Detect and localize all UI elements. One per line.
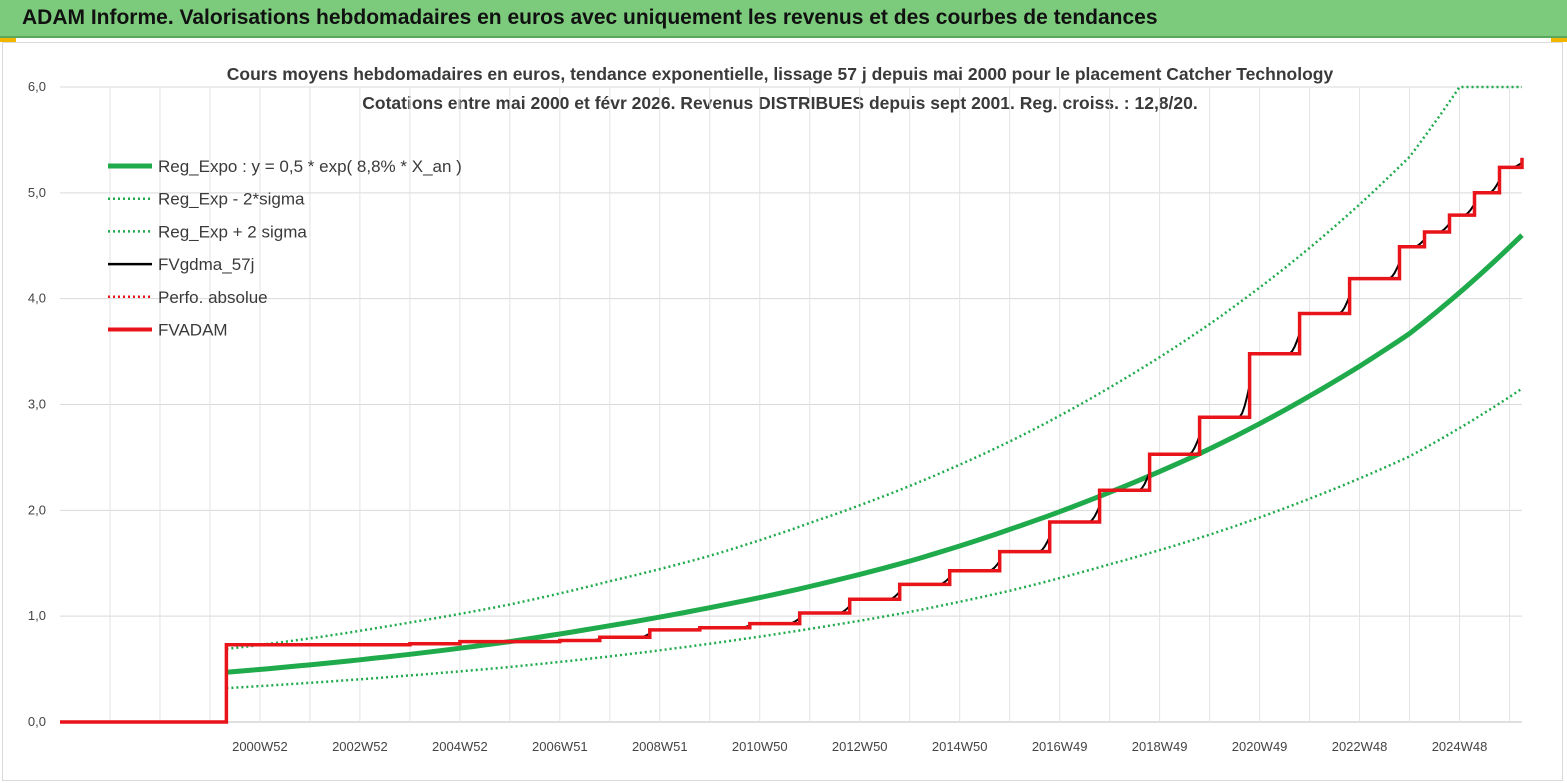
y-tick-label: 5,0 xyxy=(28,185,46,200)
x-tick-label: 2024W48 xyxy=(1432,739,1488,754)
y-tick-label: 2,0 xyxy=(28,502,46,517)
x-tick-label: 2008W51 xyxy=(632,739,688,754)
y-tick-label: 0,0 xyxy=(28,714,46,729)
legend-label: Reg_Exp - 2*sigma xyxy=(158,190,305,209)
x-tick-label: 2010W50 xyxy=(732,739,788,754)
y-tick-label: 3,0 xyxy=(28,397,46,412)
chart-area xyxy=(2,42,1563,781)
series-reg-plus-2sigma xyxy=(226,85,1522,651)
legend-label: Reg_Exp + 2 sigma xyxy=(158,222,307,241)
corner-marker-right xyxy=(1551,38,1567,42)
chart-title: Cours moyens hebdomadaires en euros, ten… xyxy=(226,64,1334,84)
axes: 0,0 1,0 2,0 3,0 4,0 5,0 6,0 2000W52 2002W52 2004W… xyxy=(28,79,1487,754)
y-tick-label: 4,0 xyxy=(28,291,46,306)
series-fvadam xyxy=(60,157,1524,724)
y-tick-label: 1,0 xyxy=(28,608,46,623)
legend-label: FVADAM xyxy=(158,321,228,340)
x-tick-label: 2012W50 xyxy=(832,739,888,754)
x-tick-label: 2002W52 xyxy=(332,739,388,754)
x-tick-label: 2006W51 xyxy=(532,739,588,754)
header-banner: ADAM Informe. Valorisations hebdomadaire… xyxy=(0,0,1567,38)
x-tick-label: 2014W50 xyxy=(932,739,988,754)
corner-marker-left xyxy=(0,38,16,42)
x-tick-label: 2000W52 xyxy=(232,739,288,754)
legend-label: Perfo. absolue xyxy=(158,288,268,307)
x-tick-label: 2022W48 xyxy=(1332,739,1388,754)
legend-label: FVgdma_57j xyxy=(158,255,254,274)
x-tick-label: 2020W49 xyxy=(1232,739,1288,754)
legend-label: Reg_Expo : y = 0,5 * exp( 8,8% * X_an ) xyxy=(158,157,462,176)
legend: Reg_Expo : y = 0,5 * exp( 8,8% * X_an ) R… xyxy=(108,157,462,340)
series-reg-expo xyxy=(226,233,1524,675)
x-tick-label: 2018W49 xyxy=(1132,739,1188,754)
page-title: ADAM Informe. Valorisations hebdomadaire… xyxy=(22,6,1158,29)
chart-subtitle: Cotations entre mai 2000 et févr 2026. R… xyxy=(362,93,1198,113)
y-tick-label: 6,0 xyxy=(28,79,46,94)
x-tick-label: 2016W49 xyxy=(1032,739,1088,754)
series-layer xyxy=(60,85,1524,724)
grid-lines xyxy=(60,86,1522,723)
x-tick-label: 2004W52 xyxy=(432,739,488,754)
series-reg-minus-2sigma xyxy=(226,387,1523,690)
